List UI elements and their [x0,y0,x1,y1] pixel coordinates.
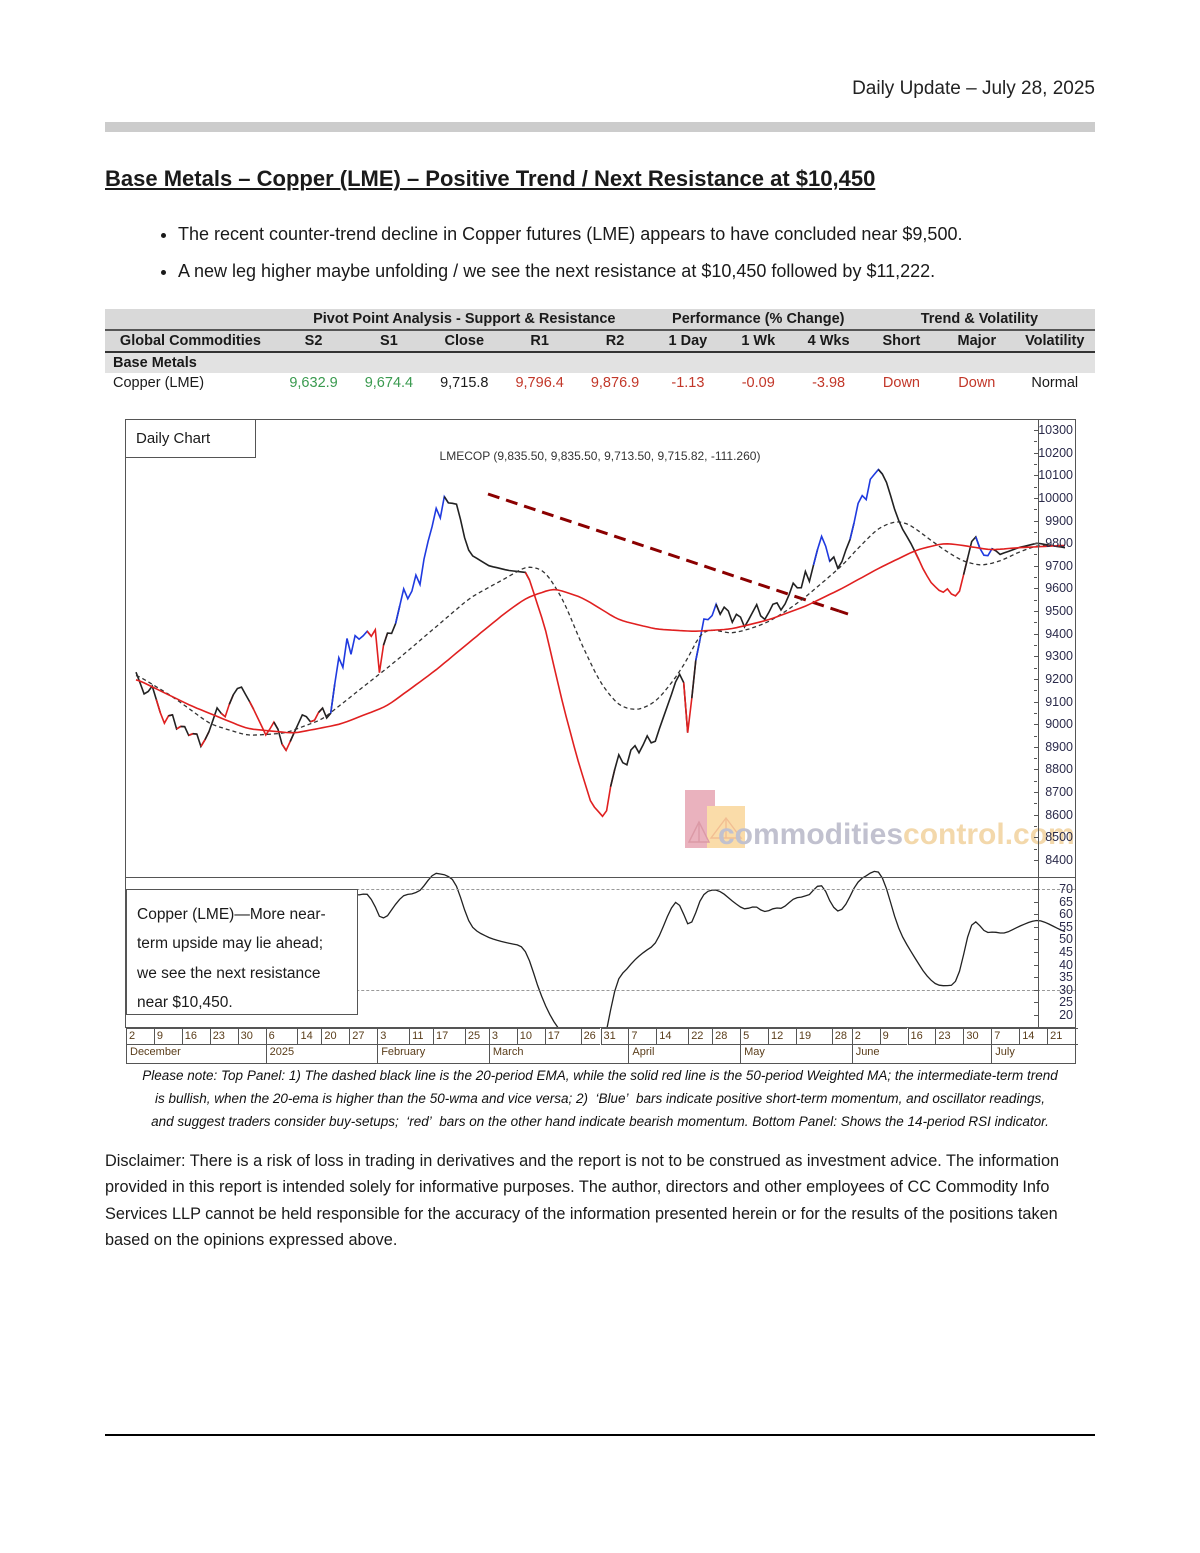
svg-text:commoditiescontrol.com: commoditiescontrol.com [718,818,1075,851]
svg-text:LMECOP (9,835.50, 9,835.50, 9,: LMECOP (9,835.50, 9,835.50, 9,713.50, 9,… [440,449,761,463]
